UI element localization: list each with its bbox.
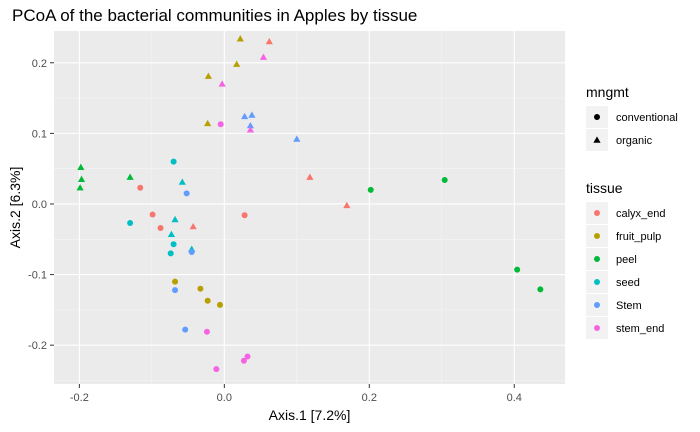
- data-point-seed: [127, 220, 134, 227]
- legend-label-stem: Stem: [616, 300, 642, 312]
- data-point-peel: [367, 186, 374, 193]
- legend-label-fruit-pulp: fruit_pulp: [616, 231, 661, 243]
- data-point-seed: [170, 158, 177, 165]
- data-point-fruit-pulp: [236, 35, 244, 42]
- data-points: [76, 35, 544, 373]
- legend-symbol-calyx-end: [594, 210, 600, 216]
- data-point-peel: [77, 175, 86, 182]
- legend-title-tissue: tissue: [586, 180, 623, 196]
- legend-label-stem-end: stem_end: [616, 323, 664, 335]
- legend-mngmt: mngmt conventional organic: [586, 84, 678, 151]
- legend-label-seed: seed: [616, 277, 640, 289]
- legend-symbol-peel: [594, 256, 600, 262]
- legend-label-peel: peel: [616, 254, 637, 266]
- data-point-calyx-end: [265, 37, 273, 45]
- x-tick-label: 0.2: [362, 392, 377, 404]
- data-point-seed: [170, 241, 177, 248]
- legend-symbol-fruit-pulp: [594, 233, 600, 239]
- y-axis-label: Axis.2 [6.3%]: [7, 167, 23, 249]
- data-point-stem-end: [203, 328, 210, 335]
- data-point-stem-end: [213, 366, 220, 373]
- data-point-stem: [188, 248, 195, 255]
- data-point-fruit-pulp: [233, 60, 241, 67]
- data-point-fruit-pulp: [204, 119, 212, 127]
- data-point-stem-end: [217, 121, 224, 128]
- y-tick-label: -0.2: [28, 340, 47, 352]
- x-tick-label: 0.4: [507, 392, 522, 404]
- data-point-stem: [172, 287, 179, 294]
- data-point-calyx-end: [137, 184, 144, 191]
- y-tick-label: 0.0: [32, 199, 47, 211]
- data-point-calyx-end: [343, 201, 351, 209]
- data-point-stem-end: [259, 53, 268, 60]
- x-axis-label: Axis.1 [7.2%]: [269, 407, 351, 423]
- axis-ticks: -0.2 0.0 0.2 0.4 -0.2 -0.1 0.0 0.1 0.2: [28, 58, 522, 404]
- y-tick-label: -0.1: [28, 270, 47, 282]
- data-point-stem: [248, 111, 256, 118]
- data-point-stem-end: [240, 357, 247, 364]
- y-tick-label: 0.1: [32, 128, 47, 140]
- data-point-peel: [126, 173, 134, 180]
- data-point-seed: [167, 230, 176, 238]
- y-tick-label: 0.2: [32, 58, 47, 70]
- data-point-peel: [76, 184, 84, 191]
- legend-label-conventional: conventional: [616, 112, 678, 124]
- major-grid: [54, 31, 565, 384]
- data-point-seed: [171, 215, 179, 223]
- data-point-stem: [182, 326, 189, 333]
- chart-title: PCoA of the bacterial communities in App…: [12, 6, 418, 25]
- data-point-seed: [167, 250, 174, 257]
- data-point-stem: [293, 135, 301, 142]
- x-tick-label: 0.0: [217, 392, 232, 404]
- legend-title-mngmt: mngmt: [586, 84, 629, 100]
- legend-symbol-seed: [594, 279, 600, 285]
- data-point-calyx-end: [149, 211, 156, 218]
- data-point-fruit-pulp: [172, 278, 179, 285]
- data-point-calyx-end: [189, 222, 197, 230]
- data-point-stem-end: [246, 126, 255, 133]
- data-point-peel: [441, 176, 448, 183]
- data-point-stem: [183, 190, 190, 197]
- data-point-peel: [514, 266, 521, 273]
- plot-panel: [54, 31, 565, 384]
- data-point-fruit-pulp: [216, 301, 223, 308]
- data-point-calyx-end: [241, 212, 248, 219]
- legend-label-calyx-end: calyx_end: [616, 208, 666, 220]
- data-point-stem: [241, 112, 249, 120]
- data-point-calyx-end: [157, 224, 164, 231]
- x-tick-label: -0.2: [70, 392, 89, 404]
- data-point-fruit-pulp: [204, 72, 212, 79]
- data-point-fruit-pulp: [197, 285, 204, 292]
- legend-symbol-conventional: [594, 114, 600, 120]
- legend-symbol-organic: [593, 136, 601, 143]
- legend-symbol-stem-end: [594, 325, 600, 331]
- data-point-stem-end: [218, 80, 226, 87]
- data-point-calyx-end: [306, 173, 314, 180]
- data-point-fruit-pulp: [204, 297, 211, 304]
- data-point-peel: [537, 286, 544, 293]
- data-point-stem: [246, 122, 255, 129]
- legend-label-organic: organic: [616, 135, 653, 147]
- data-point-peel: [77, 163, 85, 170]
- data-point-stem-end: [244, 353, 251, 360]
- data-point-seed: [178, 178, 186, 185]
- minor-grid: [54, 31, 565, 384]
- legend-symbol-stem: [594, 302, 600, 308]
